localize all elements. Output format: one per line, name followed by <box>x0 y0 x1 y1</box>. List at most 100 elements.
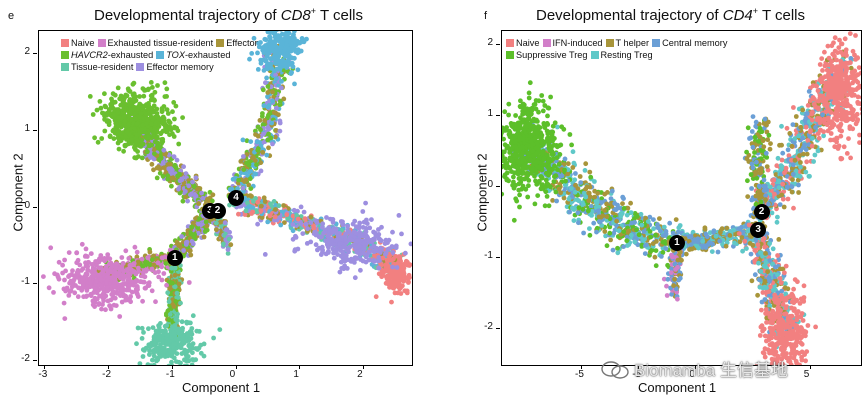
cluster-point <box>188 320 193 326</box>
data-point <box>188 252 194 258</box>
cluster-point <box>115 110 121 115</box>
cluster-point <box>119 255 125 260</box>
data-point <box>190 220 196 226</box>
cluster-point <box>139 155 145 161</box>
data-point <box>592 194 597 200</box>
cluster-point <box>115 286 120 292</box>
x-tick-mark <box>44 365 46 369</box>
data-point <box>281 203 286 208</box>
cluster-point <box>127 283 132 289</box>
data-point <box>151 156 157 162</box>
cluster-point <box>185 354 191 359</box>
data-point <box>197 216 203 222</box>
data-point <box>265 84 271 89</box>
cluster-point <box>395 290 401 296</box>
data-point <box>290 222 296 227</box>
data-point <box>653 248 659 254</box>
cluster-point <box>171 134 177 139</box>
cluster-point <box>131 80 137 86</box>
cluster-point <box>155 260 161 266</box>
data-point <box>589 213 594 218</box>
data-point <box>558 190 563 196</box>
data-point <box>188 192 193 198</box>
cluster-point <box>140 273 146 279</box>
cluster-point <box>129 137 134 143</box>
cluster-point <box>186 280 192 285</box>
cluster-point <box>397 256 403 261</box>
cluster-point <box>149 121 154 127</box>
data-point <box>227 229 233 235</box>
data-point <box>166 162 171 167</box>
x-tick-mark <box>299 365 301 369</box>
data-point <box>169 183 174 189</box>
cluster-point <box>127 262 133 268</box>
cluster-point <box>96 302 101 307</box>
cluster-point <box>403 250 408 256</box>
data-point <box>253 158 258 163</box>
data-point <box>248 193 253 199</box>
data-point <box>139 256 145 262</box>
data-point <box>236 177 242 183</box>
cluster-point <box>362 231 368 237</box>
cluster-point <box>281 61 286 67</box>
cluster-point <box>94 290 100 296</box>
x-tick-mark <box>171 365 173 369</box>
legend: Naive Exhausted tissue-resident Effector HA… <box>61 37 261 73</box>
cluster-point <box>143 121 149 126</box>
data-point <box>596 214 602 220</box>
legend-item: Effector <box>216 37 258 49</box>
y-tick-label: 2 <box>24 46 30 58</box>
data-point <box>245 200 250 206</box>
cluster-point <box>110 291 116 297</box>
data-point <box>565 167 571 173</box>
cluster-point <box>137 279 143 284</box>
cluster-point <box>170 109 175 115</box>
cluster-point <box>115 85 121 91</box>
cluster-point <box>308 220 314 226</box>
data-point <box>546 203 552 209</box>
cluster-point <box>88 251 94 256</box>
data-point <box>281 96 287 102</box>
data-point <box>573 182 578 188</box>
cluster-point <box>146 101 151 106</box>
cluster-point <box>390 250 396 255</box>
data-point <box>324 215 329 220</box>
cluster-point <box>347 237 353 242</box>
data-point <box>172 272 178 278</box>
data-point <box>290 213 296 219</box>
cluster-point <box>320 221 326 227</box>
data-point <box>186 183 192 189</box>
cluster-point <box>390 284 395 290</box>
data-point <box>570 205 575 211</box>
cluster-point <box>167 120 173 126</box>
data-point <box>570 165 576 170</box>
data-point <box>587 232 593 238</box>
cluster-point <box>69 284 75 290</box>
cluster-point <box>330 219 336 225</box>
cluster-point <box>357 233 362 239</box>
cluster-point <box>134 249 140 255</box>
data-point <box>181 164 187 170</box>
cluster-point <box>211 335 217 341</box>
cluster-point <box>383 237 389 243</box>
cluster-point <box>173 336 179 342</box>
cluster-point <box>156 334 162 340</box>
cluster-point <box>145 149 150 154</box>
cluster-point <box>247 56 252 62</box>
cluster-point <box>148 114 154 120</box>
data-point <box>715 249 721 255</box>
data-point <box>282 220 287 226</box>
cluster-point <box>112 112 117 118</box>
cluster-point <box>326 248 331 254</box>
cluster-point <box>140 270 146 275</box>
cluster-point <box>132 126 137 131</box>
cluster-point <box>74 270 80 276</box>
cluster-point <box>318 252 324 257</box>
cluster-point <box>159 264 165 270</box>
cluster-point <box>338 259 344 265</box>
cluster-point <box>333 226 339 232</box>
cluster-point <box>351 242 357 248</box>
cluster-point <box>117 314 123 319</box>
cluster-point <box>121 114 127 120</box>
data-point <box>565 171 571 177</box>
